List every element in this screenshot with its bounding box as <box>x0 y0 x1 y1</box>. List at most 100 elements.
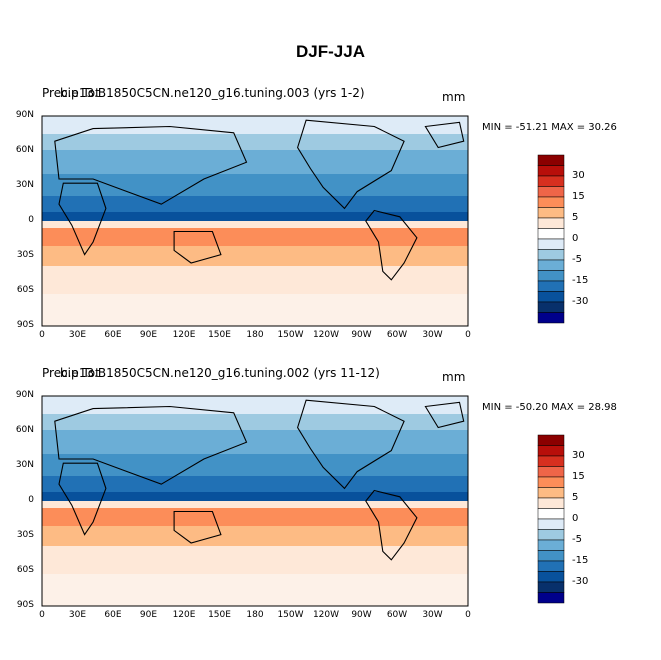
min-max-label: MIN = -51.21 MAX = 30.26 <box>482 122 617 133</box>
lat-tick-label: 60N <box>15 145 34 155</box>
lon-tick-label: 120E <box>172 330 196 340</box>
lon-tick-label: 90E <box>139 330 158 340</box>
colorbar-swatch <box>537 165 565 177</box>
precip-band-7 <box>42 228 468 246</box>
colorbar-swatch <box>537 455 565 467</box>
min-value: MIN = -50.20 <box>482 402 549 413</box>
lon-tick-label: 30E <box>68 330 87 340</box>
colorbar-swatch <box>537 592 565 604</box>
colorbar-swatch <box>537 539 565 551</box>
lon-tick-label: 30W <box>422 330 443 340</box>
lon-tick-label: 180 <box>246 330 264 340</box>
precip-band-6 <box>42 221 468 228</box>
colorbar-swatch <box>537 186 565 198</box>
colorbar-swatch <box>537 487 565 499</box>
lat-tick-label: 0 <box>28 495 34 505</box>
precip-band-1 <box>42 414 468 430</box>
lon-tick-label: 150W <box>277 330 304 340</box>
colorbar-tick-label: 0 <box>572 513 579 524</box>
colorbar-tick-label: 5 <box>572 492 579 503</box>
colorbar-swatch <box>537 228 565 240</box>
case-name: b.e13.B1850C5CN.ne120_g16.tuning.002 (yr… <box>60 366 380 380</box>
colorbar-swatch <box>537 154 565 166</box>
coastline-5 <box>424 121 465 149</box>
max-value: MAX = 30.26 <box>551 122 617 133</box>
coastline-1 <box>365 209 418 281</box>
lat-tick-label: 30S <box>16 250 34 260</box>
coastline-3 <box>58 462 107 536</box>
lon-tick-label: 150E <box>208 330 231 340</box>
precip-band-9 <box>42 546 468 574</box>
lon-tick-label: 120W <box>312 610 340 620</box>
colorbar-swatch <box>537 529 565 541</box>
lat-tick-label: 60S <box>16 285 34 295</box>
colorbar-swatch <box>537 434 565 446</box>
lat-tick-label: 90S <box>16 600 34 610</box>
min-value: MIN = -51.21 <box>482 122 549 133</box>
colorbar-tick-label: 5 <box>572 212 579 223</box>
units-label: mm <box>442 90 466 104</box>
coastline-0 <box>297 119 405 210</box>
colorbar <box>537 154 565 324</box>
lat-tick-label: 60S <box>16 565 34 575</box>
map-panel-2: Precip Tot b.e13.B1850C5CN.ne120_g16.tun… <box>0 366 661 648</box>
colorbar-tick-label: 15 <box>572 471 585 482</box>
colorbar-swatch <box>537 581 565 593</box>
lat-tick-label: 90N <box>15 110 34 120</box>
lon-tick-label: 30E <box>68 610 87 620</box>
precip-map <box>41 395 469 607</box>
precip-band-8 <box>42 526 468 546</box>
precip-band-8 <box>42 246 468 266</box>
lat-tick-label: 90N <box>15 390 34 400</box>
colorbar-tick-label: 30 <box>572 450 585 461</box>
colorbar-swatch <box>537 445 565 457</box>
colorbar-swatch <box>537 291 565 303</box>
case-name: b.e13.B1850C5CN.ne120_g16.tuning.003 (yr… <box>60 86 365 100</box>
coastline-4 <box>173 230 222 264</box>
precip-band-0 <box>42 396 468 414</box>
colorbar-swatch <box>537 301 565 313</box>
lon-tick-label: 90E <box>139 610 158 620</box>
lon-tick-label: 0 <box>465 610 471 620</box>
precip-band-3 <box>42 174 468 196</box>
colorbar-tick-label: -15 <box>572 555 589 566</box>
precip-band-2 <box>42 150 468 174</box>
coastline-0 <box>297 399 405 490</box>
lon-tick-label: 180 <box>246 610 264 620</box>
colorbar-swatch <box>537 259 565 271</box>
precip-band-5 <box>42 492 468 501</box>
map-frame <box>41 115 469 327</box>
lon-tick-label: 90W <box>351 330 372 340</box>
colorbar-tick-label: -5 <box>572 254 582 265</box>
coastline-3 <box>58 182 107 256</box>
map-panel-1: Precip Tot b.e13.B1850C5CN.ne120_g16.tun… <box>0 86 661 368</box>
precip-band-5 <box>42 212 468 221</box>
colorbar-swatch <box>537 571 565 583</box>
lon-tick-label: 60W <box>386 330 408 340</box>
max-value: MAX = 28.98 <box>551 402 617 413</box>
lon-tick-label: 60E <box>104 610 122 620</box>
lat-tick-label: 60N <box>15 425 34 435</box>
colorbar-swatch <box>537 175 565 187</box>
min-max-label: MIN = -50.20 MAX = 28.98 <box>482 402 617 413</box>
colorbar <box>537 434 565 604</box>
colorbar-swatch <box>537 312 565 324</box>
colorbar-tick-label: 30 <box>572 170 585 181</box>
lat-tick-label: 30N <box>15 180 34 190</box>
colorbar-tick-label: 0 <box>572 233 579 244</box>
lon-tick-label: 30W <box>422 610 443 620</box>
lat-tick-label: 90S <box>16 320 34 330</box>
precip-band-6 <box>42 501 468 508</box>
map-frame <box>41 395 469 607</box>
coastline-2 <box>54 405 248 485</box>
colorbar-swatch <box>537 466 565 478</box>
lon-tick-label: 150E <box>208 610 231 620</box>
colorbar-swatch <box>537 249 565 261</box>
units-label: mm <box>442 370 466 384</box>
variable-name: Precip Tot <box>42 86 100 100</box>
colorbar-tick-label: -15 <box>572 275 589 286</box>
variable-name: Precip Tot <box>42 366 100 380</box>
colorbar-swatch <box>537 280 565 292</box>
colorbar-swatch <box>537 518 565 530</box>
precip-band-10 <box>42 574 468 606</box>
